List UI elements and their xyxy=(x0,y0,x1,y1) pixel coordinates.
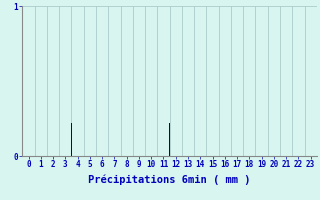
Bar xyxy=(169,123,170,156)
X-axis label: Précipitations 6min ( mm ): Précipitations 6min ( mm ) xyxy=(88,175,251,185)
Bar xyxy=(71,123,72,156)
